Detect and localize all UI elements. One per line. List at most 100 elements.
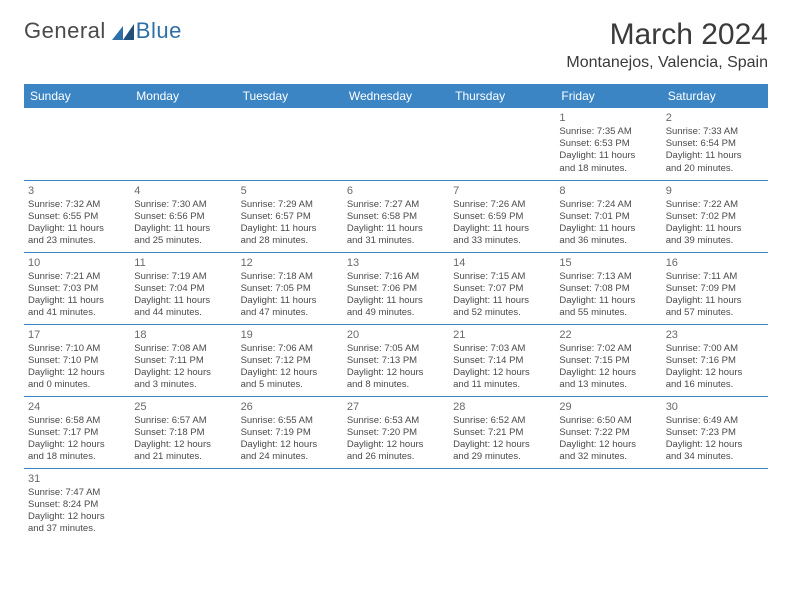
weekday-header: Wednesday xyxy=(343,84,449,108)
sunset-text: Sunset: 6:59 PM xyxy=(453,211,551,223)
sunset-text: Sunset: 7:09 PM xyxy=(666,283,764,295)
sunset-text: Sunset: 7:01 PM xyxy=(559,211,657,223)
sunrise-text: Sunrise: 7:21 AM xyxy=(28,271,126,283)
daylight-text: and 28 minutes. xyxy=(241,235,339,247)
daylight-text: and 44 minutes. xyxy=(134,307,232,319)
daylight-text: and 41 minutes. xyxy=(28,307,126,319)
calendar-week-row: 24Sunrise: 6:58 AMSunset: 7:17 PMDayligh… xyxy=(24,396,768,468)
daylight-text: Daylight: 12 hours xyxy=(559,439,657,451)
sunrise-text: Sunrise: 7:30 AM xyxy=(134,199,232,211)
calendar-week-row: 3Sunrise: 7:32 AMSunset: 6:55 PMDaylight… xyxy=(24,180,768,252)
day-number: 21 xyxy=(453,328,551,342)
calendar-day-cell xyxy=(237,468,343,540)
sunrise-text: Sunrise: 7:08 AM xyxy=(134,343,232,355)
day-number: 31 xyxy=(28,472,126,486)
sunset-text: Sunset: 7:14 PM xyxy=(453,355,551,367)
day-number: 14 xyxy=(453,256,551,270)
daylight-text: and 57 minutes. xyxy=(666,307,764,319)
calendar-day-cell: 29Sunrise: 6:50 AMSunset: 7:22 PMDayligh… xyxy=(555,396,661,468)
weekday-header: Thursday xyxy=(449,84,555,108)
sunrise-text: Sunrise: 7:19 AM xyxy=(134,271,232,283)
sunset-text: Sunset: 6:58 PM xyxy=(347,211,445,223)
day-number: 6 xyxy=(347,184,445,198)
location-label: Montanejos, Valencia, Spain xyxy=(566,54,768,72)
calendar-day-cell: 30Sunrise: 6:49 AMSunset: 7:23 PMDayligh… xyxy=(662,396,768,468)
daylight-text: and 29 minutes. xyxy=(453,451,551,463)
daylight-text: Daylight: 12 hours xyxy=(666,439,764,451)
sunset-text: Sunset: 7:23 PM xyxy=(666,427,764,439)
calendar-day-cell: 2Sunrise: 7:33 AMSunset: 6:54 PMDaylight… xyxy=(662,108,768,180)
day-number: 25 xyxy=(134,400,232,414)
daylight-text: and 8 minutes. xyxy=(347,379,445,391)
calendar-week-row: 17Sunrise: 7:10 AMSunset: 7:10 PMDayligh… xyxy=(24,324,768,396)
sunrise-text: Sunrise: 6:49 AM xyxy=(666,415,764,427)
sunrise-text: Sunrise: 7:02 AM xyxy=(559,343,657,355)
calendar-day-cell: 17Sunrise: 7:10 AMSunset: 7:10 PMDayligh… xyxy=(24,324,130,396)
weekday-header-row: Sunday Monday Tuesday Wednesday Thursday… xyxy=(24,84,768,108)
weekday-header: Tuesday xyxy=(237,84,343,108)
daylight-text: Daylight: 12 hours xyxy=(559,367,657,379)
day-number: 10 xyxy=(28,256,126,270)
day-number: 4 xyxy=(134,184,232,198)
day-number: 27 xyxy=(347,400,445,414)
daylight-text: and 34 minutes. xyxy=(666,451,764,463)
day-number: 24 xyxy=(28,400,126,414)
calendar-day-cell xyxy=(343,468,449,540)
sunrise-text: Sunrise: 7:22 AM xyxy=(666,199,764,211)
day-number: 15 xyxy=(559,256,657,270)
calendar-day-cell xyxy=(130,108,236,180)
calendar-day-cell: 3Sunrise: 7:32 AMSunset: 6:55 PMDaylight… xyxy=(24,180,130,252)
calendar-day-cell xyxy=(449,468,555,540)
daylight-text: Daylight: 11 hours xyxy=(28,223,126,235)
calendar-day-cell: 23Sunrise: 7:00 AMSunset: 7:16 PMDayligh… xyxy=(662,324,768,396)
brand-part2: Blue xyxy=(136,18,182,44)
calendar-day-cell: 22Sunrise: 7:02 AMSunset: 7:15 PMDayligh… xyxy=(555,324,661,396)
sunset-text: Sunset: 7:12 PM xyxy=(241,355,339,367)
sunset-text: Sunset: 7:20 PM xyxy=(347,427,445,439)
calendar-week-row: 1Sunrise: 7:35 AMSunset: 6:53 PMDaylight… xyxy=(24,108,768,180)
weekday-header: Saturday xyxy=(662,84,768,108)
sunset-text: Sunset: 7:07 PM xyxy=(453,283,551,295)
calendar-day-cell: 15Sunrise: 7:13 AMSunset: 7:08 PMDayligh… xyxy=(555,252,661,324)
daylight-text: Daylight: 12 hours xyxy=(241,367,339,379)
day-number: 2 xyxy=(666,111,764,125)
sunset-text: Sunset: 6:54 PM xyxy=(666,138,764,150)
daylight-text: Daylight: 12 hours xyxy=(28,511,126,523)
day-number: 1 xyxy=(559,111,657,125)
daylight-text: Daylight: 12 hours xyxy=(28,367,126,379)
daylight-text: Daylight: 11 hours xyxy=(559,150,657,162)
calendar-day-cell xyxy=(237,108,343,180)
calendar-day-cell: 18Sunrise: 7:08 AMSunset: 7:11 PMDayligh… xyxy=(130,324,236,396)
calendar-day-cell: 27Sunrise: 6:53 AMSunset: 7:20 PMDayligh… xyxy=(343,396,449,468)
sunrise-text: Sunrise: 7:35 AM xyxy=(559,126,657,138)
daylight-text: Daylight: 12 hours xyxy=(134,439,232,451)
sunrise-text: Sunrise: 7:33 AM xyxy=(666,126,764,138)
calendar-day-cell xyxy=(662,468,768,540)
daylight-text: Daylight: 12 hours xyxy=(28,439,126,451)
sunrise-text: Sunrise: 7:47 AM xyxy=(28,487,126,499)
sunrise-text: Sunrise: 7:24 AM xyxy=(559,199,657,211)
calendar-day-cell: 28Sunrise: 6:52 AMSunset: 7:21 PMDayligh… xyxy=(449,396,555,468)
brand-logo: General Blue xyxy=(24,18,182,44)
daylight-text: Daylight: 11 hours xyxy=(453,295,551,307)
daylight-text: and 55 minutes. xyxy=(559,307,657,319)
sunrise-text: Sunrise: 6:53 AM xyxy=(347,415,445,427)
daylight-text: Daylight: 12 hours xyxy=(453,367,551,379)
calendar-day-cell: 7Sunrise: 7:26 AMSunset: 6:59 PMDaylight… xyxy=(449,180,555,252)
daylight-text: Daylight: 11 hours xyxy=(134,295,232,307)
weekday-header: Friday xyxy=(555,84,661,108)
calendar-week-row: 31Sunrise: 7:47 AMSunset: 8:24 PMDayligh… xyxy=(24,468,768,540)
sunrise-text: Sunrise: 7:32 AM xyxy=(28,199,126,211)
sunrise-text: Sunrise: 7:27 AM xyxy=(347,199,445,211)
sunrise-text: Sunrise: 7:05 AM xyxy=(347,343,445,355)
calendar-day-cell xyxy=(449,108,555,180)
daylight-text: and 31 minutes. xyxy=(347,235,445,247)
day-number: 28 xyxy=(453,400,551,414)
daylight-text: and 20 minutes. xyxy=(666,163,764,175)
sunrise-text: Sunrise: 6:58 AM xyxy=(28,415,126,427)
calendar-table: Sunday Monday Tuesday Wednesday Thursday… xyxy=(24,84,768,540)
calendar-day-cell: 12Sunrise: 7:18 AMSunset: 7:05 PMDayligh… xyxy=(237,252,343,324)
daylight-text: Daylight: 11 hours xyxy=(453,223,551,235)
sunset-text: Sunset: 7:08 PM xyxy=(559,283,657,295)
sunset-text: Sunset: 8:24 PM xyxy=(28,499,126,511)
